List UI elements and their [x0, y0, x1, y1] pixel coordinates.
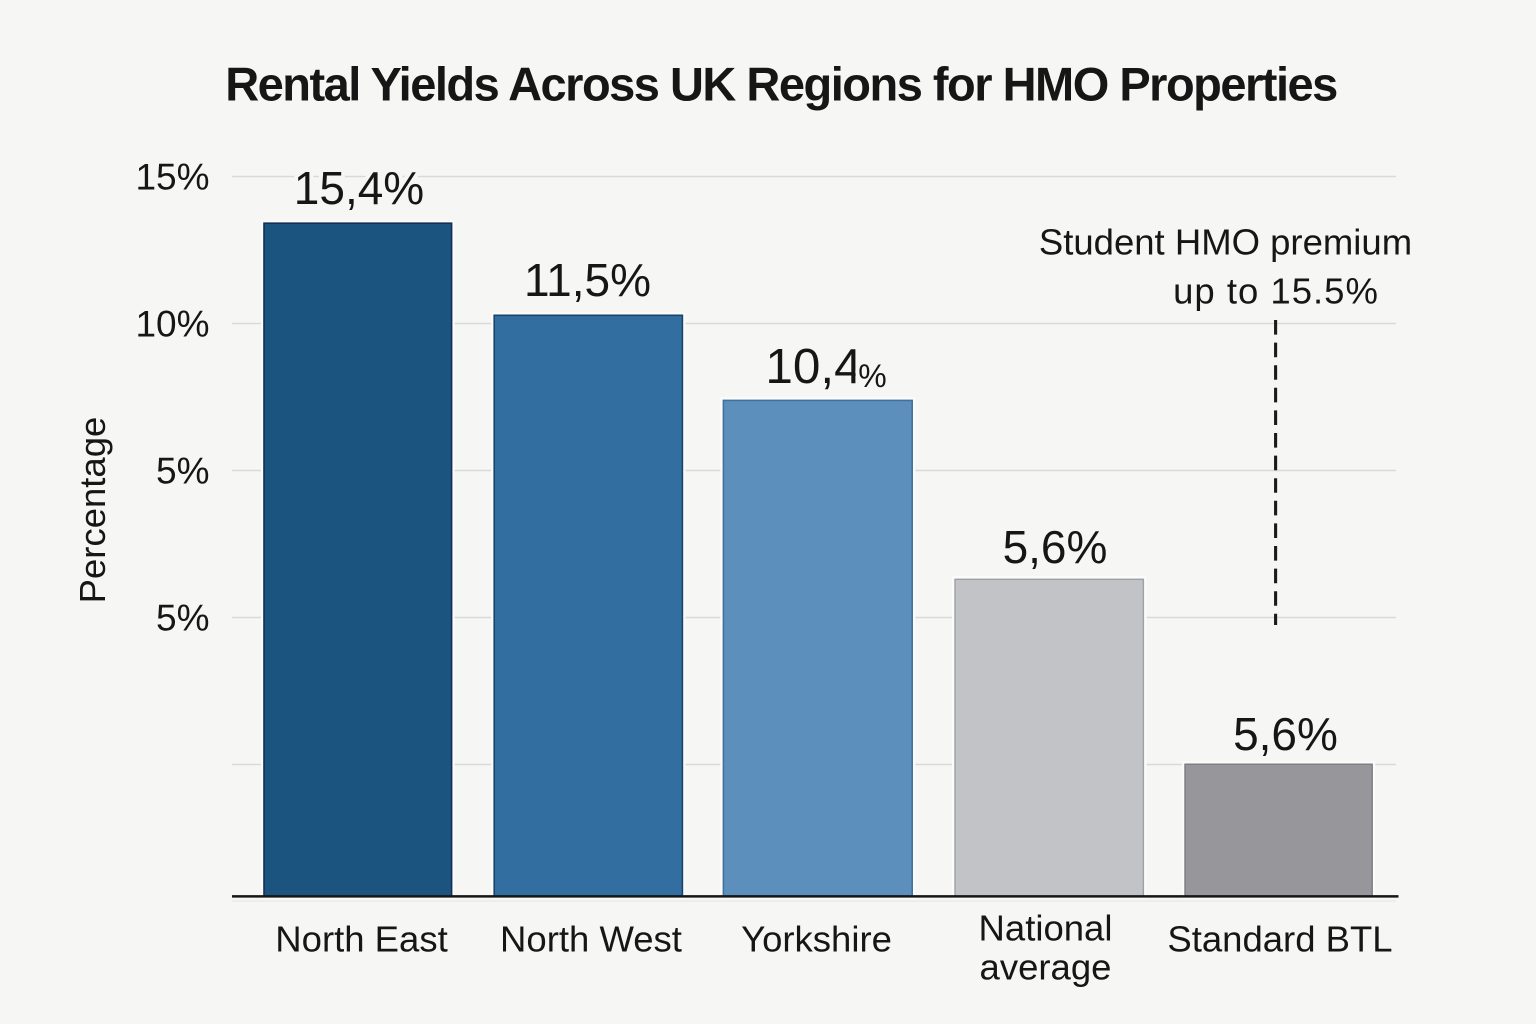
svg-text:10,4: 10,4 — [765, 339, 861, 394]
svg-text:North East: North East — [275, 918, 447, 959]
svg-text:up to 15.5%: up to 15.5% — [1173, 271, 1379, 312]
svg-text:15%: 15% — [135, 157, 209, 198]
svg-text:5,6%: 5,6% — [1233, 708, 1338, 760]
svg-text:Percentage: Percentage — [72, 417, 113, 604]
svg-text:Standard BTL: Standard BTL — [1167, 919, 1392, 960]
svg-text:5,6%: 5,6% — [1003, 521, 1108, 573]
svg-text:5%: 5% — [156, 451, 209, 492]
svg-text:5%: 5% — [156, 598, 209, 639]
svg-text:Rental Yields Across UK Region: Rental Yields Across UK Regions for HMO … — [225, 58, 1337, 111]
svg-text:%: % — [858, 358, 886, 394]
svg-text:Yorkshire: Yorkshire — [741, 918, 892, 959]
svg-text:Student HMO premium: Student HMO premium — [1039, 222, 1412, 263]
svg-text:10%: 10% — [135, 304, 209, 345]
svg-text:11,5%: 11,5% — [524, 254, 651, 306]
svg-text:15,4%: 15,4% — [294, 162, 424, 214]
svg-text:National: National — [979, 908, 1113, 949]
svg-text:North West: North West — [500, 918, 682, 959]
svg-text:average: average — [980, 947, 1112, 988]
